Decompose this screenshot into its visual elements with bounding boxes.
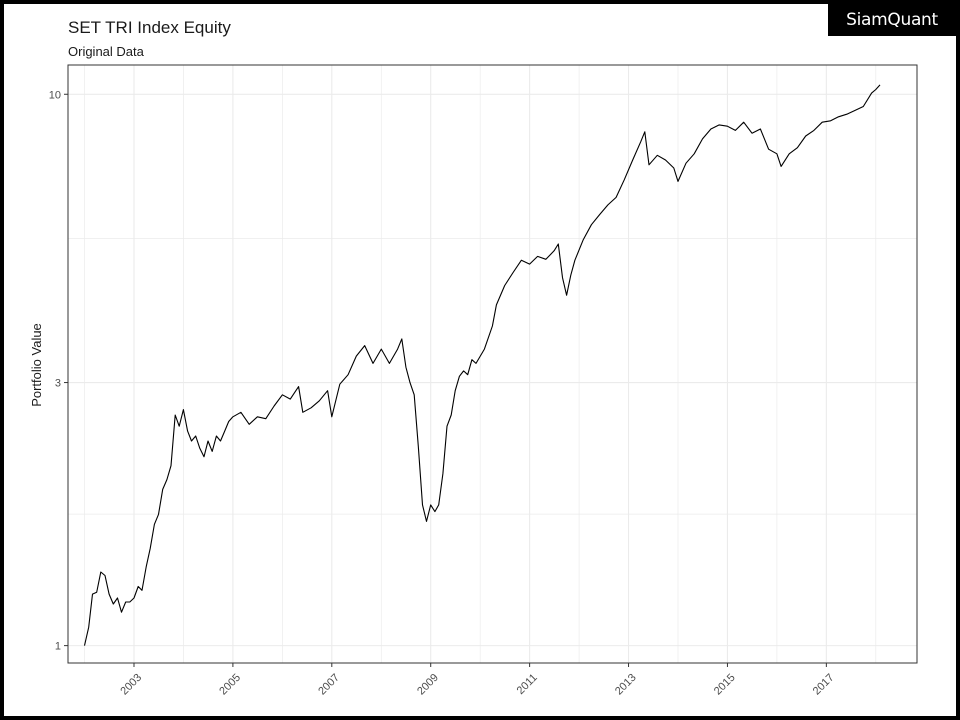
- x-tick-label: 2005: [217, 672, 243, 698]
- x-tick-label: 2003: [118, 672, 144, 698]
- y-tick-label: 10: [49, 89, 61, 101]
- x-tick-label: 2013: [613, 672, 639, 698]
- gridlines: [68, 65, 917, 663]
- siamquant-logo: SiamQuant: [828, 4, 956, 36]
- chart-title: SET TRI Index Equity: [68, 18, 231, 37]
- x-tick-label: 2009: [415, 672, 441, 698]
- series-line-0: [83, 84, 881, 646]
- y-tick-label: 1: [55, 641, 61, 653]
- y-axis-label: Portfolio Value: [29, 323, 44, 407]
- chart-subtitle: Original Data: [68, 44, 144, 59]
- x-tick-label: 2017: [811, 672, 837, 698]
- y-tick-label: 3: [55, 378, 61, 390]
- plot-border: [67, 64, 918, 664]
- x-tick-label: 2007: [316, 672, 342, 698]
- series-layer: [83, 84, 881, 646]
- y-axis: 1 3 10: [49, 89, 68, 653]
- x-tick-label: 2011: [515, 672, 540, 697]
- x-tick-label: 2015: [712, 672, 738, 698]
- x-axis: 2003 2005 2007 2009 2011 2013 2015 2017: [118, 663, 837, 698]
